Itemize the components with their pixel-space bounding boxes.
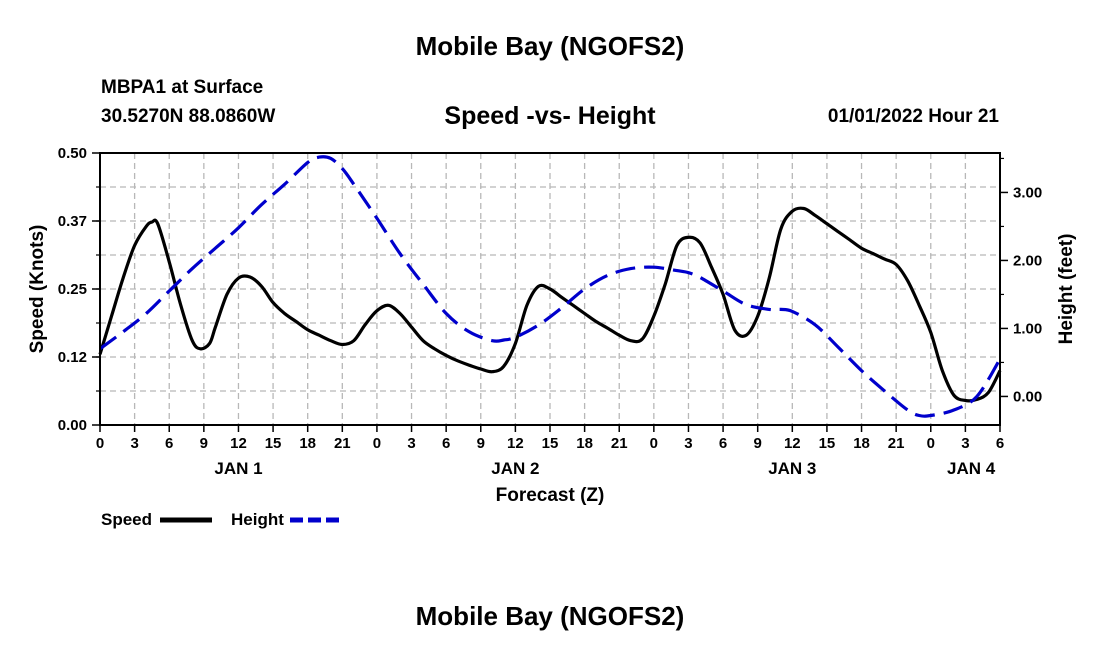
x-tick-label: 0 bbox=[927, 435, 935, 452]
x-tick-label: 21 bbox=[611, 435, 628, 452]
height-series-line bbox=[99, 155, 1002, 418]
x-tick-label: 3 bbox=[130, 435, 138, 452]
y-right-tick-label: 0.00 bbox=[1013, 388, 1042, 405]
x-tick-label: 6 bbox=[996, 435, 1004, 452]
x-tick-label: 6 bbox=[442, 435, 450, 452]
x-tick-label: 3 bbox=[961, 435, 969, 452]
date-label: JAN 3 bbox=[768, 459, 816, 478]
y-right-tick-label: 1.00 bbox=[1013, 320, 1042, 337]
forecast-datetime: 01/01/2022 Hour 21 bbox=[827, 106, 999, 127]
x-tick-label: 12 bbox=[784, 435, 801, 452]
legend: Speed Height bbox=[101, 510, 342, 529]
y-left-tick-label: 0.37 bbox=[58, 213, 87, 230]
x-tick-label: 0 bbox=[373, 435, 381, 452]
x-tick-label: 9 bbox=[754, 435, 762, 452]
x-tick-label: 18 bbox=[576, 435, 593, 452]
axis-ticks bbox=[92, 152, 1008, 432]
date-label: JAN 2 bbox=[491, 459, 539, 478]
x-tick-label: 15 bbox=[819, 435, 836, 452]
x-tick-label: 12 bbox=[230, 435, 247, 452]
chart-title: Mobile Bay (NGOFS2) bbox=[415, 31, 685, 61]
date-label: JAN 4 bbox=[947, 459, 996, 478]
legend-height-label: Height bbox=[231, 510, 284, 529]
station-coords: 30.5270N 88.0860W bbox=[101, 106, 276, 127]
y-left-tick-label: 0.25 bbox=[58, 281, 87, 298]
x-tick-label: 0 bbox=[96, 435, 104, 452]
x-tick-label: 15 bbox=[542, 435, 559, 452]
x-tick-label: 6 bbox=[719, 435, 727, 452]
y-axis-right-label: Height (feet) bbox=[1056, 234, 1077, 345]
date-label: JAN 1 bbox=[214, 459, 262, 478]
y-left-tick-label: 0.00 bbox=[58, 417, 87, 434]
y-left-tick-label: 0.50 bbox=[58, 145, 87, 162]
speed-series-line bbox=[98, 206, 1002, 403]
x-tick-label: 6 bbox=[165, 435, 173, 452]
x-tick-label: 3 bbox=[407, 435, 415, 452]
footer-title: Mobile Bay (NGOFS2) bbox=[415, 601, 685, 631]
x-tick-label: 3 bbox=[684, 435, 692, 452]
series-layer bbox=[98, 155, 1002, 418]
x-tick-label: 0 bbox=[650, 435, 658, 452]
axis-labels: 0 3 6 9 12 15 18 21 0 3 6 9 12 15 18 21 0 3 6 9 12 15 18 21 0 3 6J… bbox=[58, 145, 1042, 478]
x-tick-label: 21 bbox=[888, 435, 905, 452]
x-tick-label: 18 bbox=[299, 435, 316, 452]
x-tick-label: 9 bbox=[200, 435, 208, 452]
x-axis-label: Forecast (Z) bbox=[496, 485, 605, 506]
station-label: MBPA1 at Surface bbox=[101, 77, 264, 98]
y-right-tick-label: 2.00 bbox=[1013, 252, 1042, 269]
y-right-tick-label: 3.00 bbox=[1013, 184, 1042, 201]
legend-speed-label: Speed bbox=[101, 510, 152, 529]
x-tick-label: 12 bbox=[507, 435, 524, 452]
y-left-tick-label: 0.12 bbox=[58, 349, 87, 366]
x-tick-label: 18 bbox=[853, 435, 870, 452]
x-tick-label: 9 bbox=[477, 435, 485, 452]
grid-lines bbox=[100, 153, 1000, 425]
x-tick-label: 21 bbox=[334, 435, 351, 452]
x-tick-label: 15 bbox=[265, 435, 282, 452]
chart-subtitle: Speed -vs- Height bbox=[444, 102, 656, 130]
y-axis-left-label: Speed (Knots) bbox=[27, 225, 48, 354]
